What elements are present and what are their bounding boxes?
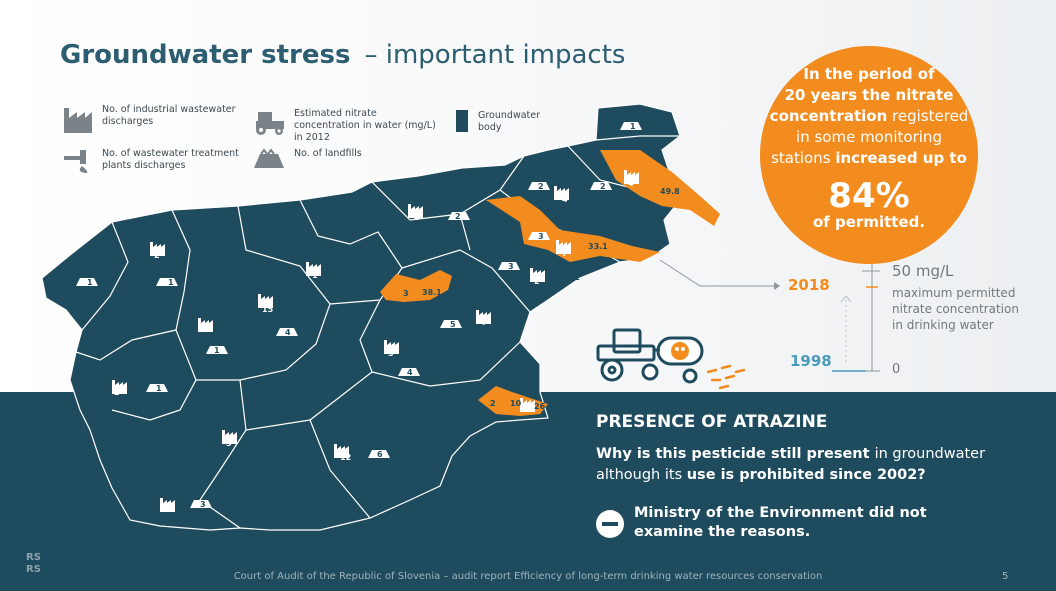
svg-text:12: 12 — [340, 453, 351, 462]
groundwater-body-swatch — [456, 110, 468, 132]
svg-text:5: 5 — [450, 320, 456, 329]
svg-text:4: 4 — [285, 328, 291, 337]
finding-line-1: Ministry of the Environment did not — [634, 505, 927, 521]
svg-text:49.8: 49.8 — [660, 187, 680, 196]
svg-text:2: 2 — [538, 182, 544, 191]
svg-text:38.9: 38.9 — [585, 220, 605, 229]
svg-text:2: 2 — [154, 251, 160, 260]
connector-arrow — [774, 282, 780, 290]
max-value-label: 50 mg/L — [892, 262, 954, 280]
spray-icon — [706, 364, 746, 390]
year-1998: 1998 — [790, 352, 832, 370]
finding-line-2: examine the reasons. — [634, 524, 811, 540]
svg-text:5: 5 — [388, 349, 394, 358]
nitrate-scale — [832, 254, 880, 372]
tractor-icon — [256, 112, 284, 135]
svg-text:3: 3 — [403, 289, 409, 298]
svg-text:38.1: 38.1 — [422, 288, 442, 297]
svg-text:2: 2 — [455, 212, 461, 221]
atrazine-title: PRESENCE OF ATRAZINE — [596, 412, 828, 432]
callout-line-2: 20 years the nitrate — [784, 86, 954, 104]
svg-text:10: 10 — [510, 399, 522, 408]
callout-percentage: 84% — [828, 176, 910, 216]
svg-text:2: 2 — [490, 399, 496, 408]
callout-line-5-bold: increased up to — [835, 149, 967, 167]
legend-industrial: No. of industrial wastewater discharges — [62, 104, 252, 134]
svg-text:7: 7 — [562, 249, 568, 258]
svg-text:2: 2 — [600, 182, 606, 191]
svg-text:4: 4 — [480, 318, 486, 327]
svg-text:3: 3 — [508, 262, 514, 271]
callout-line-3-bold: concentration — [769, 107, 888, 125]
groundwater-bodies — [41, 103, 681, 531]
svg-text:1: 1 — [214, 346, 220, 355]
atrazine-q1-rest: in groundwater although its — [596, 446, 986, 483]
svg-text:1: 1 — [312, 271, 318, 280]
skull-hazard-icon — [671, 342, 689, 360]
title-main: Groundwater stress — [60, 40, 351, 70]
max-desc-1: maximum permitted — [892, 286, 1016, 300]
svg-text:20.1: 20.1 — [560, 273, 580, 282]
page-number: 5 — [1002, 571, 1009, 582]
minus-circle-icon — [596, 510, 624, 538]
svg-text:2: 2 — [534, 277, 540, 286]
max-desc-3: in drinking water — [892, 318, 994, 332]
title-sub: – important impacts — [364, 40, 626, 70]
svg-text:1: 1 — [87, 278, 93, 287]
atrazine-q2-bold: use is prohibited since 2002? — [686, 467, 926, 483]
legend-nitrate-label: Estimated nitrate concentration in water… — [294, 108, 436, 143]
logo-line-1: RS — [26, 552, 41, 563]
callout-line-6: of permitted. — [812, 213, 926, 231]
svg-text:1: 1 — [168, 278, 174, 287]
svg-text:4: 4 — [562, 195, 568, 204]
svg-text:44: 44 — [607, 198, 619, 207]
svg-text:3: 3 — [200, 500, 206, 509]
svg-text:3: 3 — [202, 325, 208, 334]
callout-line-4: in some monitoring — [796, 128, 942, 146]
pipe-discharge-icon — [64, 150, 88, 173]
factory-icon — [64, 108, 92, 133]
logo-line-2: RS — [26, 564, 41, 575]
legend-landfills: No. of landfills — [252, 148, 384, 172]
legend-nitrate: Estimated nitrate concentration in water… — [252, 108, 444, 144]
atrazine-finding: Ministry of the Environment did not exam… — [634, 504, 934, 542]
legend-body-label: Groundwater body — [478, 110, 541, 133]
footer-text: Court of Audit of the Republic of Sloven… — [233, 571, 823, 582]
connector-line — [659, 259, 774, 287]
nitrate-increase-callout: In the period of 20 years the nitrate co… — [760, 46, 978, 264]
atrazine-q1-bold: Why is this pesticide still present — [596, 446, 875, 462]
landfill-icon — [254, 148, 284, 168]
svg-text:2: 2 — [114, 388, 120, 397]
svg-text:15: 15 — [262, 305, 274, 314]
svg-text:4: 4 — [414, 213, 420, 222]
svg-text:26.5: 26.5 — [534, 402, 554, 411]
legend-landfills-label: No. of landfills — [294, 148, 362, 159]
svg-text:6: 6 — [377, 450, 383, 459]
legend-wwtp: No. of wastewater treatment plants disch… — [62, 148, 252, 174]
max-desc-2: nitrate concentration — [892, 302, 1019, 316]
legend-body: Groundwater body — [456, 110, 558, 134]
page-title: Groundwater stress – important impacts — [60, 40, 625, 70]
rs-logo: RS RS — [26, 552, 41, 576]
legend-industrial-label: No. of industrial wastewater discharges — [102, 104, 236, 127]
zero-label: 0 — [892, 362, 901, 377]
svg-text:3: 3 — [538, 232, 544, 241]
svg-text:39.5: 39.5 — [645, 117, 665, 126]
atrazine-question: Why is this pesticide still present in g… — [596, 444, 996, 486]
legend-wwtp-label: No. of wastewater treatment plants disch… — [102, 148, 239, 171]
svg-text:4: 4 — [628, 179, 634, 188]
callout-line-5a: stations — [771, 149, 836, 167]
year-2018: 2018 — [788, 276, 830, 294]
svg-text:33.1: 33.1 — [588, 242, 608, 251]
svg-text:1: 1 — [630, 122, 636, 131]
svg-text:7: 7 — [164, 505, 170, 514]
callout-line-3-rest: registered — [887, 107, 969, 125]
svg-text:1: 1 — [156, 384, 162, 393]
callout-line-1: In the period of — [803, 65, 935, 83]
svg-text:4: 4 — [407, 368, 413, 377]
svg-text:5: 5 — [226, 439, 232, 448]
